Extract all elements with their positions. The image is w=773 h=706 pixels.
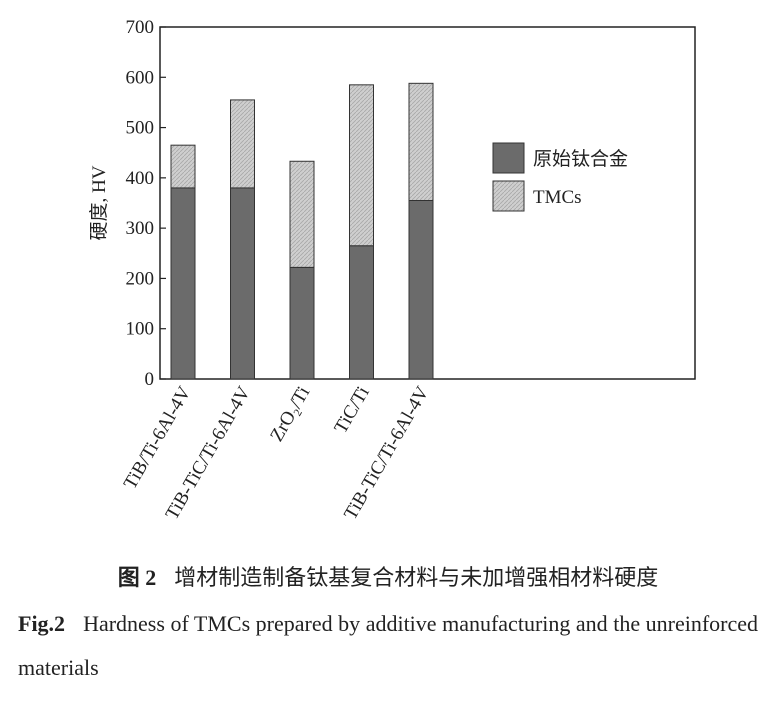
bar-segment: [349, 84, 374, 247]
caption-en: Fig.2 Hardness of TMCs prepared by additi…: [18, 602, 758, 690]
bar-segment: [349, 245, 374, 380]
bar-segment: [408, 82, 434, 201]
y-tick-label: 0: [145, 369, 155, 390]
y-tick-label: 100: [126, 319, 155, 340]
caption-cn-text: 增材制造制备钛基复合材料与未加增强相材料硬度: [174, 565, 659, 590]
caption: 图 2 增材制造制备钛基复合材料与未加增强相材料硬度 Fig.2 Hardness …: [18, 560, 758, 690]
bar-segment: [170, 144, 196, 189]
legend-label: 原始钛合金: [533, 148, 628, 170]
caption-en-label: Fig.2: [18, 611, 66, 636]
y-tick-label: 400: [126, 168, 155, 189]
x-tick-label: ZrO₂/Ti: [266, 383, 314, 445]
y-tick-label: 600: [126, 67, 155, 88]
bar-segment: [289, 160, 315, 268]
bar-segment: [230, 99, 255, 189]
x-tick-label: TiC/Ti: [330, 383, 373, 437]
chart: 硬度, HV 0100200300400500600700TiB/Ti-6Al-…: [88, 17, 696, 523]
legend-swatch: [492, 142, 525, 174]
bar-segment: [408, 199, 434, 380]
bar-segment: [230, 187, 255, 380]
y-tick-label: 500: [126, 118, 155, 139]
y-tick-label: 300: [126, 218, 155, 239]
y-tick-label: 700: [126, 17, 155, 38]
caption-cn: 图 2 增材制造制备钛基复合材料与未加增强相材料硬度: [18, 560, 758, 592]
caption-cn-label: 图 2: [117, 565, 157, 590]
legend-label: TMCs: [533, 187, 582, 208]
y-tick-label: 200: [126, 268, 155, 289]
bar-segment: [289, 266, 315, 380]
bar-segment: [170, 187, 196, 380]
caption-en-text: Hardness of TMCs prepared by additive ma…: [18, 611, 758, 680]
legend-swatch: [492, 180, 525, 212]
y-axis-label: 硬度, HV: [88, 165, 110, 240]
